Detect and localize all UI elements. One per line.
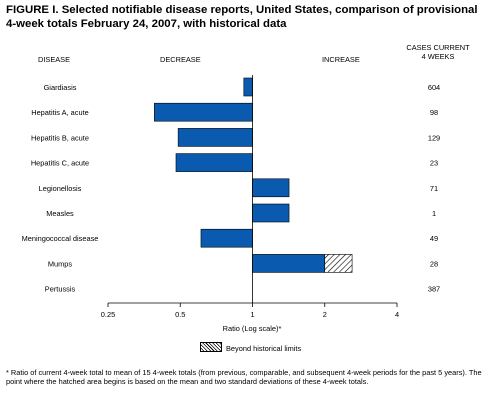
cases-header-line1: CASES CURRENT — [406, 43, 470, 52]
ratio-bar — [243, 77, 253, 97]
x-tick-label: 4 — [395, 310, 399, 319]
disease-label: Hepatitis A, acute — [31, 108, 89, 117]
beyond-limits-bar — [324, 254, 353, 273]
disease-label: Measles — [46, 209, 74, 218]
disease-label: Hepatitis B, acute — [31, 133, 89, 142]
x-tick-label: 0.25 — [101, 310, 115, 319]
cases-header: CASES CURRENT 4 WEEKS — [398, 43, 478, 61]
case-count: 1 — [432, 209, 436, 218]
ratio-bar — [252, 203, 290, 223]
x-axis-label: Ratio (Log scale)* — [223, 324, 282, 333]
ratio-bar — [252, 178, 290, 198]
disease-label: Giardiasis — [44, 83, 77, 92]
case-count: 129 — [428, 133, 440, 142]
ratio-bar — [175, 153, 253, 172]
disease-label: Pertussis — [45, 285, 76, 294]
hatch-swatch-icon — [200, 342, 222, 352]
increase-header: INCREASE — [322, 55, 360, 64]
case-count: 23 — [430, 159, 438, 168]
ratio-bar — [154, 102, 253, 122]
footnote: * Ratio of current 4-week total to mean … — [6, 368, 482, 386]
x-tick-label: 1 — [250, 310, 254, 319]
ratio-bar — [252, 254, 326, 273]
x-tick-label: 0.5 — [175, 310, 185, 319]
disease-header: DISEASE — [38, 55, 71, 64]
chart-legend: Beyond historical limits — [200, 342, 301, 354]
case-count: 98 — [430, 108, 438, 117]
x-tick-label: 2 — [323, 310, 327, 319]
disease-label: Meningococcal disease — [22, 234, 99, 243]
case-count: 604 — [428, 83, 440, 92]
case-count: 28 — [430, 259, 438, 268]
ratio-bar — [200, 228, 253, 248]
legend-label: Beyond historical limits — [226, 344, 302, 353]
ratio-bar — [177, 128, 253, 147]
case-count: 49 — [430, 234, 438, 243]
disease-label: Hepatitis C, acute — [31, 159, 89, 168]
case-count: 387 — [428, 285, 440, 294]
disease-label: Legionellosis — [39, 184, 82, 193]
cases-header-line2: 4 WEEKS — [421, 52, 455, 61]
disease-label: Mumps — [48, 259, 73, 268]
figure-title: FIGURE I. Selected notifiable disease re… — [6, 4, 478, 30]
decrease-header: DECREASE — [160, 55, 201, 64]
case-count: 71 — [430, 184, 438, 193]
